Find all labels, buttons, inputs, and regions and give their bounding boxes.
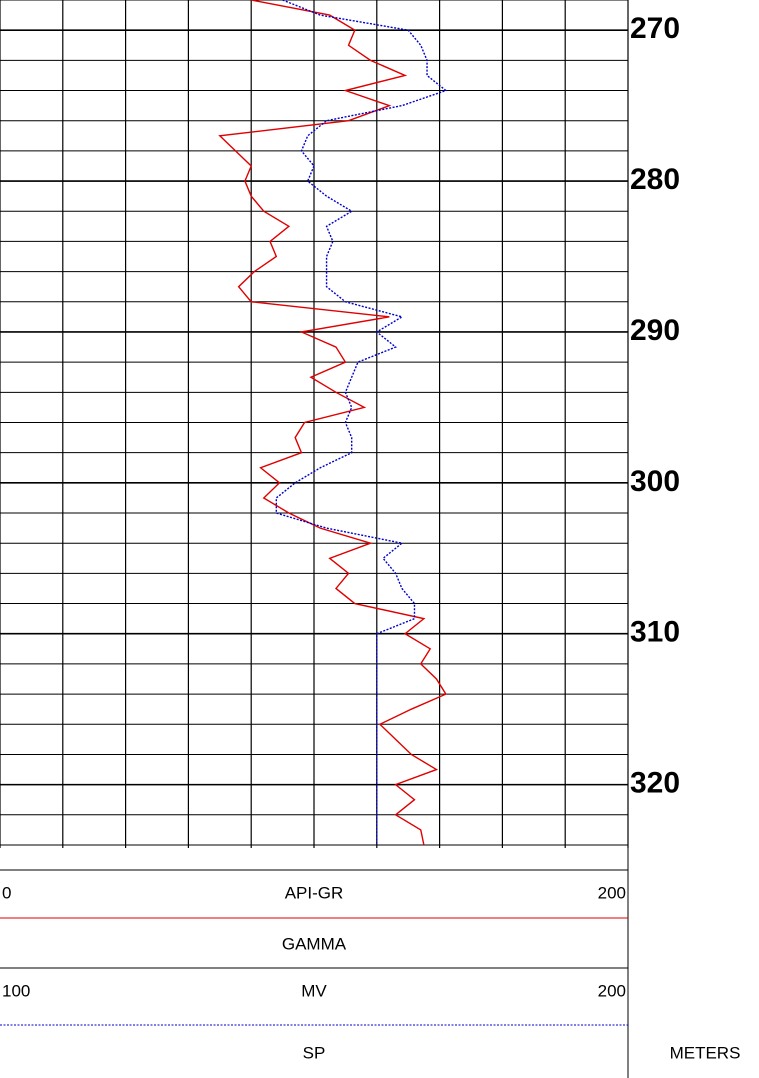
- curve: [275, 0, 448, 845]
- scale-max: 200: [598, 883, 626, 902]
- depth-label: 280: [630, 163, 680, 196]
- depth-label: 310: [630, 616, 680, 649]
- depth-label: 270: [630, 12, 680, 45]
- scale-unit: MV: [301, 981, 327, 1000]
- scale-min: 100: [2, 981, 30, 1000]
- depth-label: 320: [630, 767, 680, 800]
- scale-max: 200: [598, 981, 626, 1000]
- depth-label: 290: [630, 314, 680, 347]
- curve: [218, 0, 447, 846]
- scale-min: 0: [2, 883, 11, 902]
- legend-name: SP: [303, 1043, 326, 1062]
- depth-label: 300: [630, 465, 680, 498]
- scale-unit: API-GR: [285, 883, 344, 902]
- depth-unit: METERS: [670, 1043, 741, 1062]
- legend-name: GAMMA: [282, 934, 347, 953]
